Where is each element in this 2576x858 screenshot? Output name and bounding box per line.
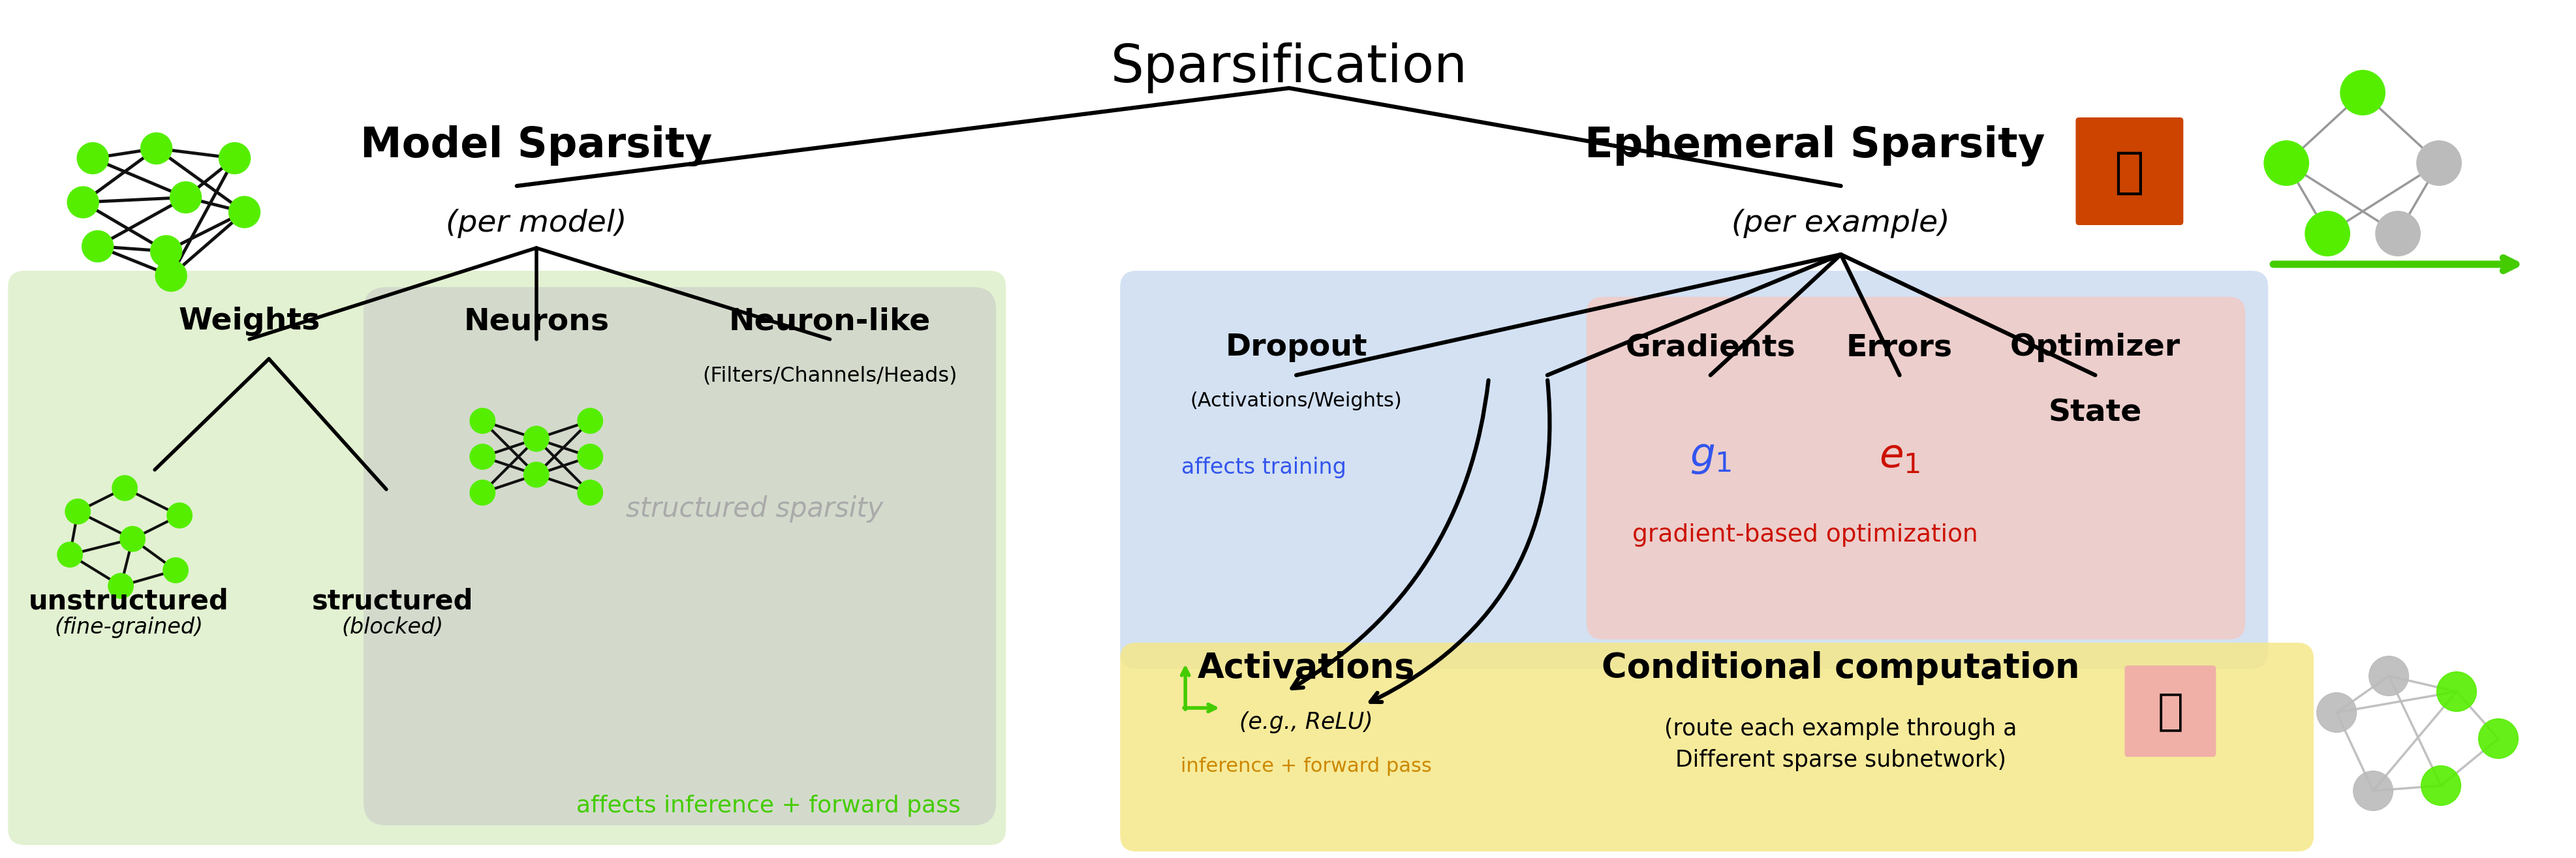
Circle shape [577,408,603,433]
Circle shape [2352,771,2393,811]
Text: structured sparsity: structured sparsity [626,495,884,523]
Text: Conditional computation: Conditional computation [1602,651,2079,685]
Circle shape [162,558,188,583]
Circle shape [577,444,603,469]
Circle shape [167,503,193,528]
Text: 🐕: 🐕 [2156,690,2182,733]
Text: Neuron-like: Neuron-like [729,306,930,336]
FancyBboxPatch shape [2125,666,2215,757]
Text: affects inference + forward pass: affects inference + forward pass [577,795,961,817]
Circle shape [155,260,185,292]
Circle shape [57,542,82,567]
Circle shape [219,142,250,174]
Text: Errors: Errors [1847,333,1953,362]
Circle shape [523,426,549,451]
Circle shape [2478,719,2517,758]
Circle shape [108,573,134,598]
Circle shape [523,462,549,487]
Text: affects training: affects training [1180,456,1345,478]
Circle shape [149,236,183,267]
Circle shape [2339,70,2385,115]
Text: (per example): (per example) [1731,208,1950,239]
Circle shape [67,186,98,218]
Circle shape [469,444,495,469]
Circle shape [2421,765,2460,806]
Text: (blocked): (blocked) [343,617,443,638]
Text: (Filters/Channels/Heads): (Filters/Channels/Heads) [703,366,958,385]
Text: (per model): (per model) [446,208,626,239]
Circle shape [2367,656,2409,696]
Circle shape [2306,211,2349,256]
Text: (Activations/Weights): (Activations/Weights) [1190,391,1401,410]
FancyBboxPatch shape [1121,271,2267,668]
Circle shape [2437,672,2476,711]
Text: Different sparse subnetwork): Different sparse subnetwork) [1674,749,2007,771]
Circle shape [2375,211,2419,256]
FancyBboxPatch shape [1587,297,2244,639]
Circle shape [82,231,113,262]
Text: unstructured: unstructured [28,587,229,614]
Circle shape [121,527,144,552]
Text: $g_1$: $g_1$ [1690,438,1731,475]
Text: Neurons: Neurons [464,306,608,336]
Text: $e_1$: $e_1$ [1878,438,1919,475]
Text: Model Sparsity: Model Sparsity [361,125,711,166]
FancyBboxPatch shape [1121,643,2313,851]
Text: Ephemeral Sparsity: Ephemeral Sparsity [1584,125,2045,166]
Circle shape [2416,141,2460,185]
Text: Gradients: Gradients [1625,333,1795,362]
Text: gradient-based optimization: gradient-based optimization [1631,523,1978,547]
Circle shape [170,182,201,213]
Circle shape [113,475,137,500]
Text: Sparsification: Sparsification [1110,42,1468,94]
Circle shape [2316,692,2357,733]
Text: structured: structured [312,587,474,614]
Circle shape [577,480,603,505]
Text: (fine-grained): (fine-grained) [54,617,204,638]
FancyBboxPatch shape [363,287,997,825]
Text: inference + forward pass: inference + forward pass [1180,757,1432,776]
Text: Optimizer: Optimizer [2009,333,2179,362]
Text: State: State [2048,398,2141,427]
Text: 🐕: 🐕 [2115,148,2143,197]
Text: Dropout: Dropout [1226,333,1368,362]
Circle shape [229,196,260,227]
Circle shape [469,408,495,433]
Text: (e.g., ReLU): (e.g., ReLU) [1239,711,1373,734]
Text: Activations: Activations [1198,651,1414,685]
FancyBboxPatch shape [8,271,1005,845]
Circle shape [142,133,173,164]
FancyBboxPatch shape [2076,118,2182,225]
Circle shape [2264,141,2308,185]
Circle shape [77,142,108,174]
Text: (route each example through a: (route each example through a [1664,718,2017,740]
Circle shape [469,480,495,505]
Text: Weights: Weights [178,306,319,336]
Circle shape [64,499,90,524]
